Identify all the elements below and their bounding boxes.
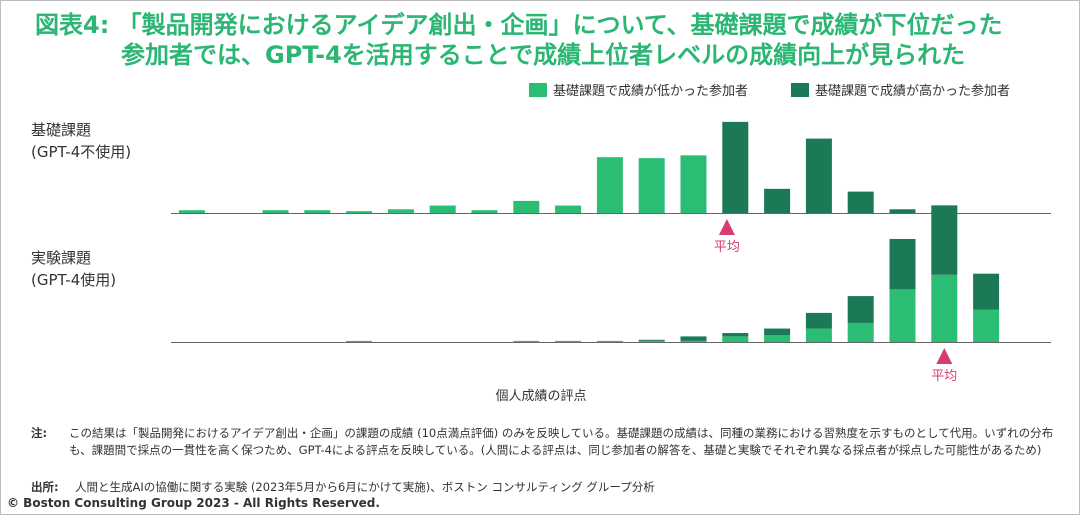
legend-swatch-high <box>791 82 809 97</box>
legend-item-low: 基礎課題で成績が低かった参加者 <box>529 80 748 99</box>
chart-title-line2: 参加者では、GPT-4を活用することで成績上位者レベルの成績向上が見られた <box>121 41 966 69</box>
bar-experiment-low-16 <box>847 322 874 342</box>
bar-experiment-high-14 <box>764 328 791 336</box>
bar-baseline-low-4 <box>346 211 373 213</box>
legend-label-high: 基礎課題で成績が高かった参加者 <box>815 84 1011 99</box>
panel-label-baseline: 基礎課題 (GPT-4不使用) <box>31 119 131 163</box>
bar-baseline-high-13 <box>722 121 749 213</box>
chart-title-line1: 図表4: 「製品開発におけるアイデア創出・企画」について、基礎課題で成績が下位だ… <box>35 11 1003 39</box>
note-key: 注: <box>31 426 48 440</box>
panel-label-experiment: 実験課題 (GPT-4使用) <box>31 247 116 291</box>
panel-label-baseline-line1: 基礎課題 <box>31 121 92 139</box>
panel-label-baseline-line2: (GPT-4不使用) <box>31 143 132 161</box>
bar-experiment-low-13 <box>722 336 749 342</box>
bar-experiment-high-13 <box>722 333 749 337</box>
bar-baseline-low-2 <box>262 210 289 213</box>
source-text: 人間と生成AIの協働に関する実験 (2023年5月から6月にかけて実施)、ボスト… <box>75 480 655 494</box>
bar-experiment-low-9 <box>555 340 582 342</box>
bar-experiment-low-18 <box>931 274 958 342</box>
bar-experiment-high-18 <box>931 205 958 275</box>
bar-experiment-low-17 <box>889 289 916 342</box>
legend-label-low: 基礎課題で成績が低かった参加者 <box>553 84 749 99</box>
bar-baseline-low-5 <box>387 209 414 213</box>
source-key: 出所: <box>31 480 59 494</box>
bar-baseline-low-11 <box>638 158 665 213</box>
bar-baseline-low-8 <box>513 200 540 213</box>
bar-baseline-low-9 <box>555 205 582 213</box>
bar-baseline-low-0 <box>178 210 205 213</box>
copyright: © Boston Consulting Group 2023 - All Rig… <box>7 496 380 510</box>
bar-experiment-low-4 <box>346 340 373 342</box>
bar-experiment-low-12 <box>680 340 707 342</box>
legend-item-high: 基礎課題で成績が高かった参加者 <box>791 80 1010 99</box>
bar-baseline-high-15 <box>805 138 832 213</box>
bar-baseline-high-14 <box>764 188 791 213</box>
bar-experiment-high-19 <box>973 273 1000 310</box>
legend-swatch-low <box>529 82 547 97</box>
bar-baseline-low-12 <box>680 155 707 213</box>
bar-experiment-low-8 <box>513 340 540 342</box>
bar-experiment-low-11 <box>638 340 665 342</box>
bar-experiment-low-15 <box>805 328 832 342</box>
bar-baseline-low-10 <box>596 157 623 213</box>
bar-experiment-high-16 <box>847 296 874 323</box>
bar-experiment-high-17 <box>889 238 916 290</box>
panel-label-experiment-line1: 実験課題 <box>31 249 92 267</box>
bar-baseline-low-7 <box>471 210 498 213</box>
average-label-experiment: 平均 <box>931 369 957 384</box>
bar-baseline-low-3 <box>304 210 331 213</box>
note-text: この結果は「製品開発におけるアイデア創出・企画」の課題の成績 (10点満点評価)… <box>69 426 1054 457</box>
average-marker-baseline <box>718 219 735 235</box>
bar-experiment-high-12 <box>680 336 707 341</box>
bar-experiment-high-15 <box>805 312 832 329</box>
bar-baseline-low-6 <box>429 205 456 213</box>
average-label-baseline: 平均 <box>714 240 740 255</box>
bar-experiment-low-10 <box>596 340 623 342</box>
x-axis-label: 個人成績の評点 <box>495 389 587 404</box>
average-marker-experiment <box>936 348 953 364</box>
bar-experiment-high-11 <box>638 339 665 341</box>
panel-label-experiment-line2: (GPT-4使用) <box>31 271 117 289</box>
bar-baseline-high-16 <box>847 191 874 213</box>
bar-experiment-low-14 <box>764 335 791 342</box>
bar-experiment-low-19 <box>973 309 1000 342</box>
bar-baseline-high-17 <box>889 209 916 213</box>
